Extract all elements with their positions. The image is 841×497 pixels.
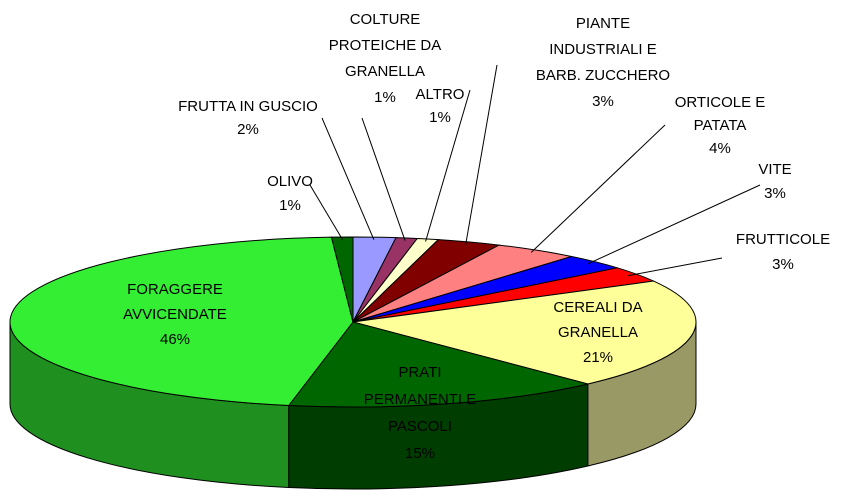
slice-label: INDUSTRIALI E (549, 41, 657, 58)
slice-label: PATATA (694, 117, 747, 134)
slice-label: CEREALI DA (553, 299, 642, 316)
slice-label: PERMANENTI E (364, 391, 477, 408)
value-label: 1% (279, 197, 301, 214)
slice (330, 236, 354, 323)
slice-label: ORTICOLE E (675, 94, 766, 111)
leader-line (361, 117, 406, 241)
slice (352, 280, 697, 385)
leader-line (530, 124, 666, 253)
slice-label: PROTEICHE DA (329, 37, 442, 54)
leader-line (309, 184, 343, 240)
value-label: 21% (583, 349, 613, 366)
value-label: 1% (374, 89, 396, 106)
slice-label: FORAGGERE (127, 281, 223, 298)
slice-label: AVVICENDATE (123, 306, 227, 323)
value-label: 3% (592, 93, 614, 110)
slice-label: COLTURE (350, 11, 421, 28)
slice-label: VITE (758, 161, 791, 178)
value-label: 3% (772, 256, 794, 273)
slice-label: FRUTTA IN GUSCIO (178, 98, 318, 115)
value-label: 2% (237, 121, 259, 138)
slice-label: GRANELLA (558, 324, 638, 341)
leader-line (465, 64, 498, 245)
value-label: 4% (709, 140, 731, 157)
slice-label: PIANTE (576, 15, 630, 32)
slice-label: BARB. ZUCCHERO (536, 67, 670, 84)
value-label: 3% (764, 185, 786, 202)
slice (9, 236, 354, 407)
leader-line (628, 257, 723, 277)
leader-line (321, 117, 375, 240)
slice-label: OLIVO (267, 173, 313, 190)
slice-label: PASCOLI (388, 418, 452, 435)
slice (287, 321, 588, 408)
value-label: 15% (405, 445, 435, 462)
value-label: 1% (429, 109, 451, 126)
slice-label: FRUTTICOLE (736, 231, 830, 248)
slice-label: ALTRO (416, 86, 465, 103)
leader-line (588, 184, 761, 265)
leader-line (425, 89, 471, 242)
value-label: 46% (160, 331, 190, 348)
slice-label: GRANELLA (345, 63, 425, 80)
slice-label: PRATI (398, 364, 441, 381)
